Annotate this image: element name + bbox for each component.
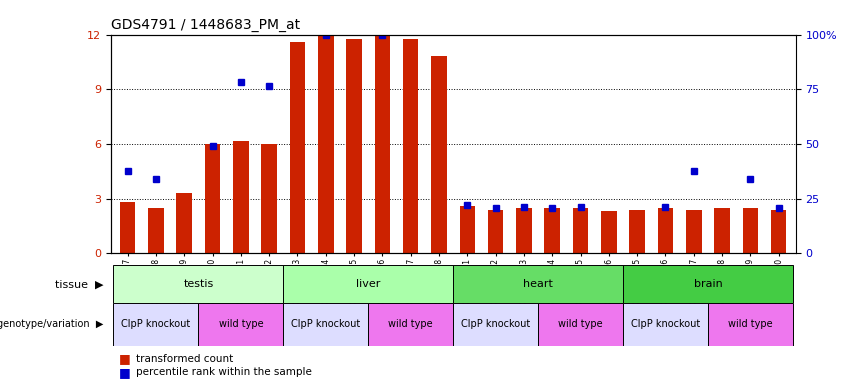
Text: ClpP knockout: ClpP knockout xyxy=(122,319,191,329)
Text: testis: testis xyxy=(183,279,214,289)
Bar xyxy=(113,265,283,303)
Bar xyxy=(623,265,793,303)
Bar xyxy=(113,303,198,346)
Bar xyxy=(460,206,475,253)
Bar xyxy=(743,208,758,253)
Text: brain: brain xyxy=(694,279,722,289)
Bar xyxy=(545,208,560,253)
Bar xyxy=(403,39,419,253)
Text: GDS4791 / 1448683_PM_at: GDS4791 / 1448683_PM_at xyxy=(111,18,300,32)
Bar xyxy=(708,303,793,346)
Bar xyxy=(374,35,390,253)
Text: wild type: wild type xyxy=(728,319,773,329)
Bar xyxy=(205,144,220,253)
Bar xyxy=(283,303,368,346)
Text: percentile rank within the sample: percentile rank within the sample xyxy=(136,367,312,377)
Bar xyxy=(453,265,623,303)
Text: transformed count: transformed count xyxy=(136,354,233,364)
Text: heart: heart xyxy=(523,279,553,289)
Bar xyxy=(431,56,447,253)
Bar xyxy=(368,303,453,346)
Bar xyxy=(346,39,362,253)
Text: ClpP knockout: ClpP knockout xyxy=(631,319,700,329)
Bar xyxy=(623,303,708,346)
Bar xyxy=(233,141,248,253)
Bar xyxy=(120,202,135,253)
Text: tissue  ▶: tissue ▶ xyxy=(55,279,104,289)
Bar xyxy=(658,208,673,253)
Bar xyxy=(176,193,192,253)
Bar xyxy=(289,42,306,253)
Text: ClpP knockout: ClpP knockout xyxy=(461,319,530,329)
Text: wild type: wild type xyxy=(219,319,263,329)
Bar xyxy=(538,303,623,346)
Text: ■: ■ xyxy=(119,353,131,366)
Text: wild type: wild type xyxy=(388,319,433,329)
Bar xyxy=(261,144,277,253)
Bar xyxy=(198,303,283,346)
Bar xyxy=(453,303,538,346)
Bar xyxy=(318,35,334,253)
Text: liver: liver xyxy=(356,279,380,289)
Bar xyxy=(283,265,453,303)
Bar xyxy=(601,212,617,253)
Text: ■: ■ xyxy=(119,366,131,379)
Bar xyxy=(771,210,786,253)
Bar xyxy=(630,210,645,253)
Text: wild type: wild type xyxy=(558,319,603,329)
Bar xyxy=(517,208,532,253)
Bar xyxy=(686,210,701,253)
Bar xyxy=(573,208,588,253)
Bar xyxy=(714,208,730,253)
Bar xyxy=(148,208,163,253)
Text: ClpP knockout: ClpP knockout xyxy=(291,319,360,329)
Bar xyxy=(488,210,504,253)
Text: genotype/variation  ▶: genotype/variation ▶ xyxy=(0,319,104,329)
